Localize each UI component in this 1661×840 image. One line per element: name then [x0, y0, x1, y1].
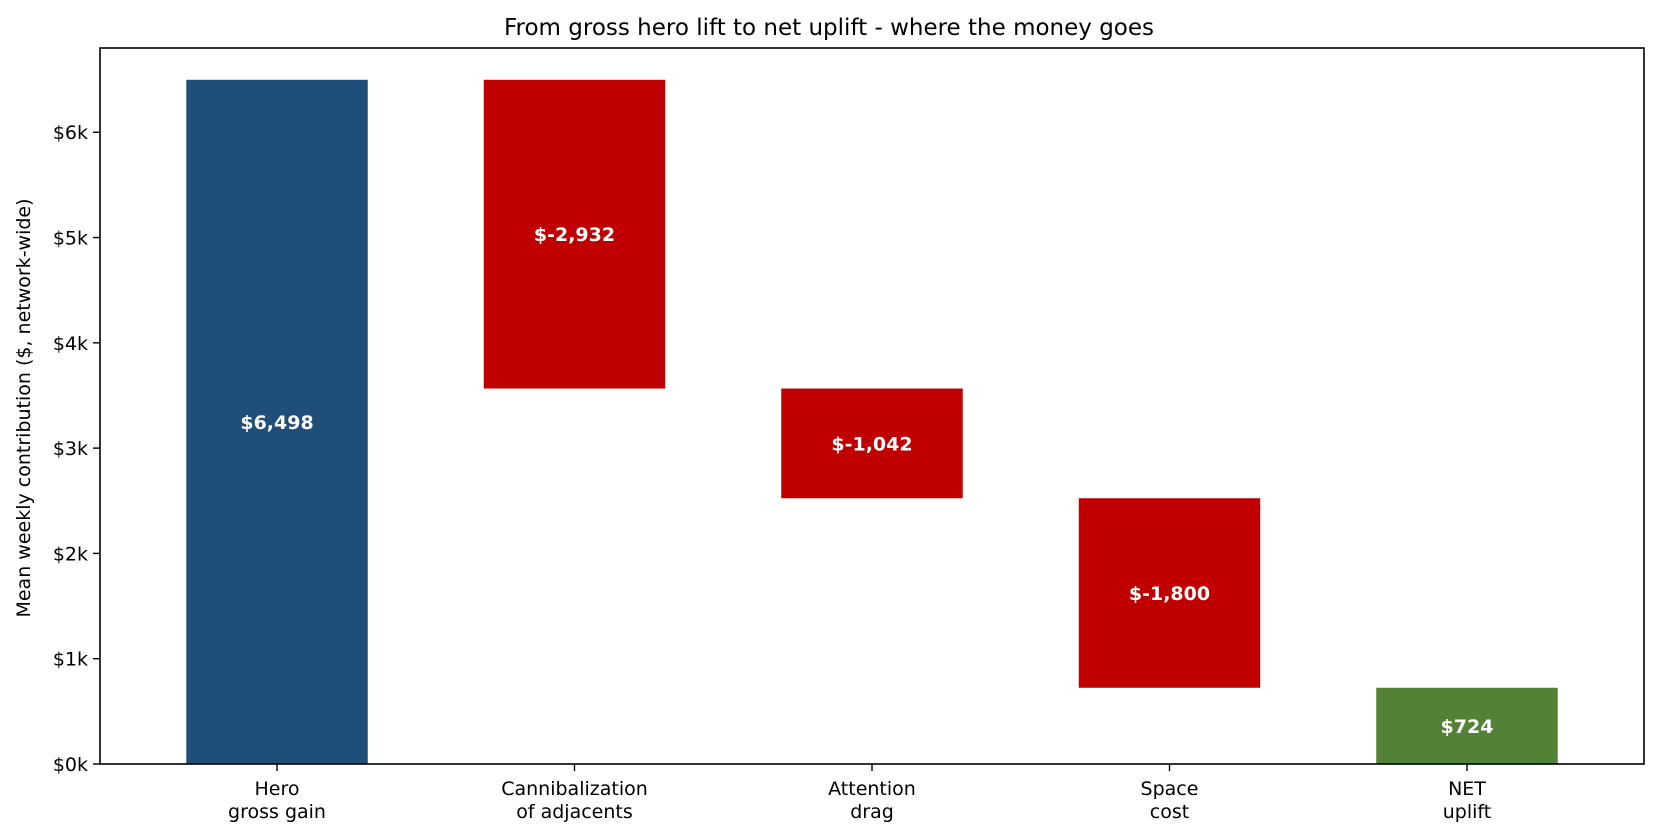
x-tick-label-line: uplift: [1443, 801, 1491, 823]
bar-value-label-1: $-2,932: [534, 224, 615, 246]
x-tick-label-line: NET: [1448, 778, 1486, 800]
x-axis: Hero gross gain Cannibalization of adjacent…: [228, 764, 1491, 823]
bars-group: $6,498 $-2,932 $-1,042 $-1,800 $724: [186, 79, 1558, 764]
bar-1: [483, 79, 666, 389]
x-tick-label-line: drag: [850, 801, 894, 823]
plot-frame: [99, 47, 1645, 765]
x-tick-label-line: of adjacents: [516, 801, 633, 823]
bar-value-label-4: $724: [1441, 716, 1494, 738]
x-tick-label-2: Attention drag: [828, 778, 916, 823]
bar-3: [1078, 498, 1261, 688]
bar-0: [186, 79, 368, 764]
x-tick-label-line: Cannibalization: [501, 778, 648, 800]
x-tick-label-line: Hero: [255, 778, 300, 800]
y-tick-label-6: $6k: [53, 122, 88, 144]
x-tick-label-line: cost: [1150, 801, 1189, 823]
bar-value-label-2: $-1,042: [831, 433, 912, 455]
y-axis: $0k $1k $2k $3k $4k $5k $6k: [53, 122, 100, 776]
bar-4: [1376, 687, 1558, 764]
y-tick-label-1: $1k: [53, 649, 88, 671]
bar-value-label-0: $6,498: [240, 412, 313, 434]
x-tick-label-line: Space: [1141, 778, 1199, 800]
bar-2: [781, 388, 963, 499]
y-tick-label-3: $3k: [53, 438, 88, 460]
x-tick-label-3: Space cost: [1141, 778, 1199, 823]
x-tick-label-0: Hero gross gain: [228, 778, 326, 823]
y-tick-label-0: $0k: [53, 754, 88, 776]
x-tick-label-4: NET uplift: [1443, 778, 1491, 823]
x-tick-label-line: gross gain: [228, 801, 326, 823]
bar-value-label-3: $-1,800: [1129, 583, 1210, 605]
y-tick-label-5: $5k: [53, 228, 88, 250]
y-tick-label-2: $2k: [53, 543, 88, 565]
y-tick-label-4: $4k: [53, 333, 88, 355]
chart-title: From gross hero lift to net uplift - whe…: [504, 15, 1154, 41]
y-axis-label: Mean weekly contribution ($, network-wid…: [13, 198, 35, 617]
x-tick-label-line: Attention: [828, 778, 916, 800]
x-tick-label-1: Cannibalization of adjacents: [501, 778, 648, 823]
